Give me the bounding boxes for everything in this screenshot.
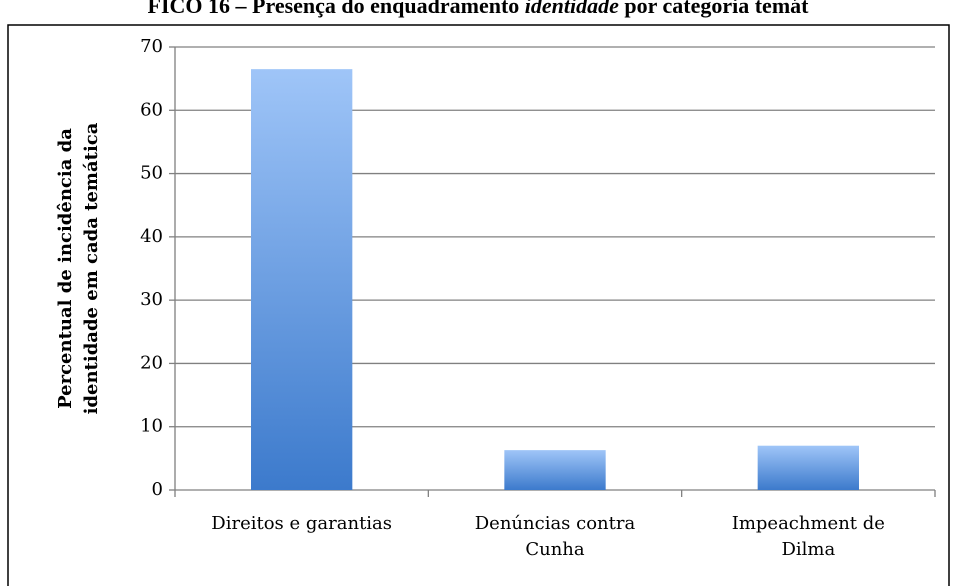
x-tick-label: Denúncias contra Cunha xyxy=(475,513,636,560)
bar xyxy=(251,69,353,491)
y-tick-label: 30 xyxy=(140,289,163,310)
title-part: por categoria temát xyxy=(619,0,809,18)
bar xyxy=(504,450,606,490)
y-tick-label: 0 xyxy=(152,479,163,500)
y-tick-label: 10 xyxy=(140,416,163,437)
x-tick-label: Direitos e garantias xyxy=(211,513,392,534)
chart-title: FICO 16 – Presença do enquadramento iden… xyxy=(148,0,810,18)
title-part: FICO 16 – Presença do enquadramento xyxy=(148,0,525,18)
y-tick-label: 20 xyxy=(140,352,163,373)
bar xyxy=(757,445,859,490)
x-tick-label: Impeachment de Dilma xyxy=(732,513,885,560)
y-tick-label: 50 xyxy=(140,163,163,184)
title-part: identidade xyxy=(525,0,619,18)
y-tick-label: 40 xyxy=(140,226,163,247)
y-tick-label: 70 xyxy=(140,36,163,57)
chart-frame xyxy=(7,24,950,586)
y-axis-label: Percentual de incidência da identidade em… xyxy=(55,122,102,414)
y-tick-label: 60 xyxy=(140,99,163,120)
